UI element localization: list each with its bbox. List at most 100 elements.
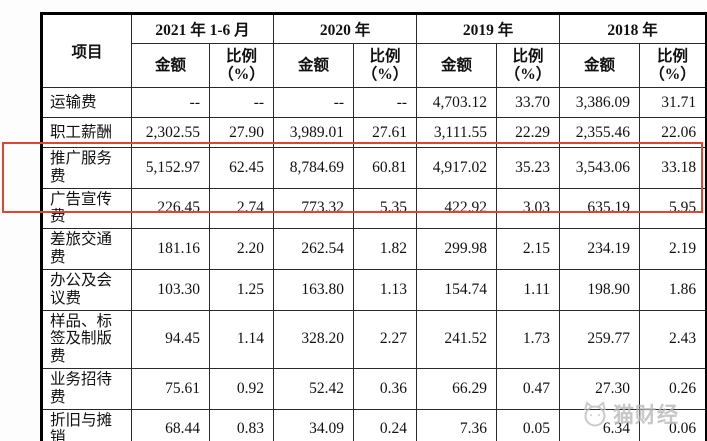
row-label: 广告宣传费 [41,187,132,230]
cell-value: 27.90 [208,117,275,148]
row-label: 业务招待费 [41,367,132,410]
cell-value: 241.52 [416,309,498,369]
cell-value: 3,543.06 [559,147,641,189]
cell-value: 1.13 [353,268,418,311]
cell-value: 1.82 [353,228,418,270]
cell-value: 68.44 [131,408,210,441]
cell-value: 103.30 [131,268,210,311]
cell-value: 163.80 [273,268,355,311]
year-header-2019: 2019 年 [416,13,561,44]
cell-value: 94.45 [131,309,210,369]
cell-value: 2.43 [639,309,707,369]
cell-value: 66.29 [416,367,498,410]
row-label: 折旧与摊销 [41,408,132,441]
row-label: 样品、标签及制版费 [41,309,132,369]
cell-value: 33.70 [496,87,561,118]
cell-value: 3.03 [496,187,561,230]
cell-value: 60.81 [353,147,418,189]
cell-value: 1.14 [208,309,275,369]
cell-value: 635.19 [559,187,641,230]
cell-value: -- [131,87,210,118]
amount-header: 金额 [273,43,355,88]
cell-value: 1.73 [496,309,561,369]
item-column-header: 项目 [41,13,132,88]
row-label: 差旅交通费 [41,228,132,270]
cell-value: 35.23 [496,147,561,189]
table-row: 办公及会议费 103.30 1.25 163.80 1.13 154.74 1.11 198.… [41,268,707,311]
row-label: 职工薪酬 [41,117,132,148]
sub-header-row: 金额 比例 （%） 金额 比例 （%） 金额 比例 （%） 金额 比例 （%） [42,43,707,88]
year-header-2020: 2020 年 [273,13,418,44]
row-label: 推广服务费 [41,147,132,189]
cell-value: -- [353,87,418,118]
table-row: 样品、标签及制版费 94.45 1.14 328.20 2.27 241.52 1.73 25… [41,309,707,369]
cell-value: 31.71 [639,87,707,118]
cell-value: 8,784.69 [273,147,355,189]
cell-value: 0.47 [496,367,561,410]
ratio-header: 比例 （%） [353,43,418,88]
cell-value: 2,355.46 [559,117,641,148]
amount-header: 金额 [131,43,210,88]
cell-value: 3,989.01 [273,117,355,148]
table-row: 折旧与摊销 68.44 0.83 34.09 0.24 7.36 0.05 6.34 0.06 [41,408,707,441]
cell-value: 0.36 [353,367,418,410]
row-label: 运输费 [41,87,132,118]
cell-value: 2.19 [639,228,707,270]
cell-value: 259.77 [559,309,641,369]
cell-value: 422.92 [416,187,498,230]
cell-value: 1.86 [639,268,707,311]
amount-header: 金额 [416,43,498,88]
year-header-2021: 2021 年 1-6 月 [130,13,275,44]
cell-value: 198.90 [559,268,641,311]
expense-table: 项目 2021 年 1-6 月 2020 年 2019 年 2018 年 金额 … [40,12,707,441]
cell-value: 2.74 [208,187,275,230]
cell-value: 5.35 [353,187,418,230]
cell-value: 5.95 [639,187,707,230]
cell-value: 33.18 [639,147,707,189]
cell-value: 0.06 [639,408,707,441]
cell-value: 5,152.97 [131,147,210,189]
cell-value: 62.45 [208,147,275,189]
cell-value: 299.98 [416,228,498,270]
table-row: 职工薪酬 2,302.55 27.90 3,989.01 27.61 3,111.55 22… [41,117,707,148]
cell-value: 0.24 [353,408,418,441]
cell-value: 262.54 [273,228,355,270]
table-row: 运输费 -- -- -- -- 4,703.12 33.70 3,386.09 31.71 [41,87,707,118]
cell-value: 2.20 [208,228,275,270]
cell-value: -- [273,87,355,118]
cell-value: 1.11 [496,268,561,311]
cell-value: 773.32 [273,187,355,230]
cell-value: 34.09 [273,408,355,441]
cell-value: 0.05 [496,408,561,441]
ratio-header: 比例 （%） [639,43,707,88]
year-header-row: 项目 2021 年 1-6 月 2020 年 2019 年 2018 年 [41,13,707,88]
cell-value: 154.74 [416,268,498,311]
cell-value: 22.06 [639,117,707,148]
cell-value: 2.15 [496,228,561,270]
cell-value: 4,703.12 [416,87,498,118]
table-body: 运输费 -- -- -- -- 4,703.12 33.70 3,386.09 31.71 职工薪… [41,87,707,441]
table-header: 项目 2021 年 1-6 月 2020 年 2019 年 2018 年 金额 … [41,13,707,88]
cell-value: 22.29 [496,117,561,148]
cell-value: 0.26 [639,367,707,410]
cell-value: 234.19 [559,228,641,270]
table-row: 推广服务费 5,152.97 62.45 8,784.69 60.81 4,917.02 3… [41,147,707,189]
cell-value: 6.34 [559,408,641,441]
row-label: 办公及会议费 [41,268,132,311]
cell-value: 27.61 [353,117,418,148]
year-header-2018: 2018 年 [559,13,707,44]
cell-value: -- [208,87,275,118]
cell-value: 75.61 [131,367,210,410]
amount-header: 金额 [559,43,641,88]
cell-value: 52.42 [273,367,355,410]
ratio-header: 比例 （%） [208,43,275,88]
table-row: 差旅交通费 181.16 2.20 262.54 1.82 299.98 2.15 234.1… [41,228,707,270]
cell-value: 2,302.55 [131,117,210,148]
cell-value: 3,111.55 [416,117,498,148]
cell-value: 2.27 [353,309,418,369]
cell-value: 4,917.02 [416,147,498,189]
cell-value: 1.25 [208,268,275,311]
ratio-header: 比例 （%） [496,43,561,88]
cell-value: 27.30 [559,367,641,410]
